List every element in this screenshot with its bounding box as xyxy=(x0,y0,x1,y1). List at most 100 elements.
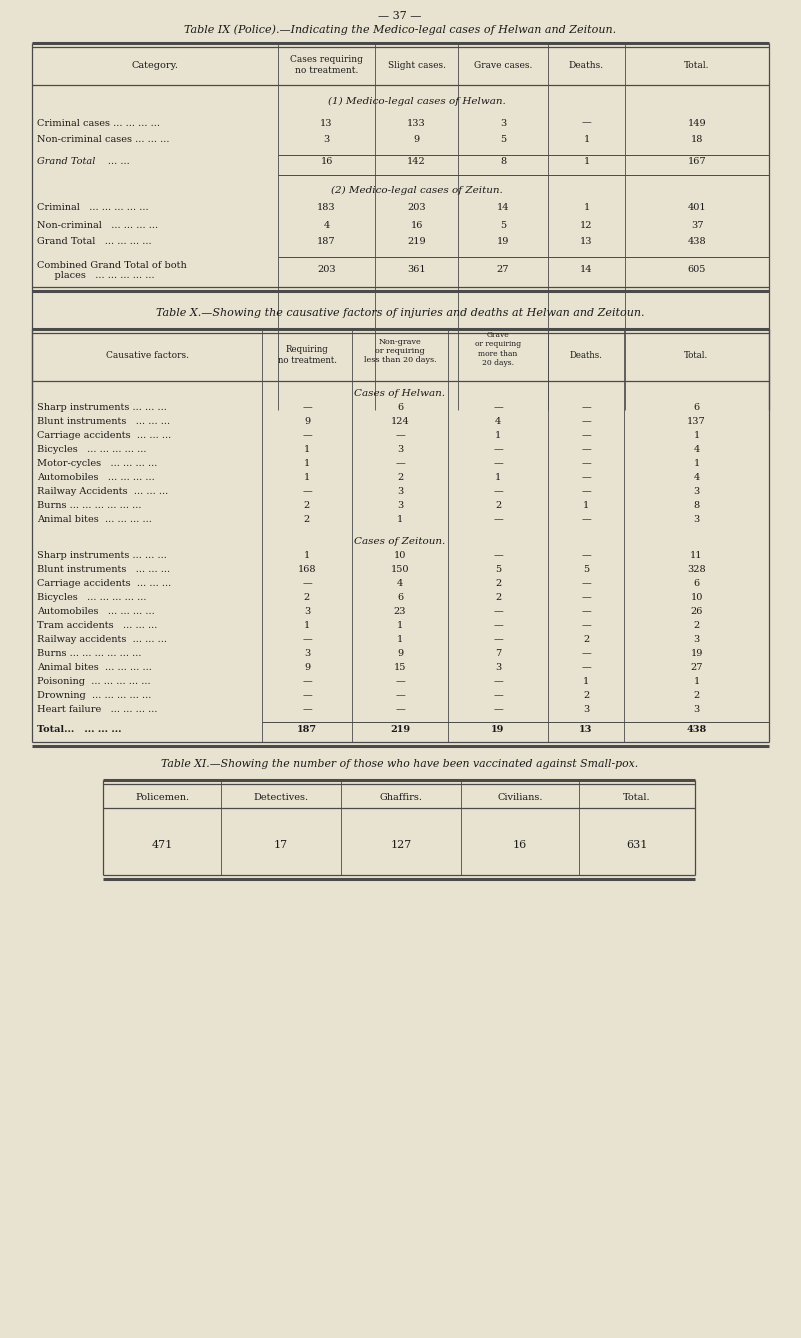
Text: —: — xyxy=(302,487,312,496)
Text: Total.: Total. xyxy=(623,793,650,803)
Text: 3: 3 xyxy=(694,705,699,714)
Text: Grave cases.: Grave cases. xyxy=(474,60,532,70)
Text: Sharp instruments ... ... ...: Sharp instruments ... ... ... xyxy=(37,404,167,412)
Text: 2: 2 xyxy=(495,594,501,602)
Text: Poisoning  ... ... ... ... ...: Poisoning ... ... ... ... ... xyxy=(37,677,151,686)
Text: Non-criminal cases ... ... ...: Non-criminal cases ... ... ... xyxy=(37,135,170,145)
Text: 1: 1 xyxy=(396,621,403,630)
Text: Automobiles   ... ... ... ...: Automobiles ... ... ... ... xyxy=(37,474,155,483)
Text: Cases of Zeitoun.: Cases of Zeitoun. xyxy=(354,538,445,546)
Text: 16: 16 xyxy=(320,158,332,166)
Text: 9: 9 xyxy=(304,664,310,673)
Text: 2: 2 xyxy=(583,636,589,645)
Text: —: — xyxy=(493,459,503,468)
Text: —: — xyxy=(493,446,503,455)
Text: 2: 2 xyxy=(304,502,310,511)
Text: —: — xyxy=(581,474,591,483)
Text: Burns ... ... ... ... ... ...: Burns ... ... ... ... ... ... xyxy=(37,502,142,511)
Text: Grand Total    ... ...: Grand Total ... ... xyxy=(37,158,130,166)
Text: —: — xyxy=(581,621,591,630)
Text: Tram accidents   ... ... ...: Tram accidents ... ... ... xyxy=(37,621,157,630)
Text: Deaths.: Deaths. xyxy=(570,351,602,360)
Text: 203: 203 xyxy=(407,203,426,213)
Text: 3: 3 xyxy=(396,446,403,455)
Text: —: — xyxy=(581,459,591,468)
Text: Table IX (Police).—Indicating the Medico-legal cases of Helwan and Zeitoun.: Table IX (Police).—Indicating the Medico… xyxy=(184,24,616,35)
Text: 137: 137 xyxy=(687,417,706,427)
Text: Burns ... ... ... ... ... ...: Burns ... ... ... ... ... ... xyxy=(37,649,142,658)
Text: —: — xyxy=(581,607,591,617)
Text: Railway Accidents  ... ... ...: Railway Accidents ... ... ... xyxy=(37,487,168,496)
Text: 127: 127 xyxy=(390,840,412,850)
Text: Grave
or requiring
more than
20 days.: Grave or requiring more than 20 days. xyxy=(475,332,521,367)
Text: (2) Medico-legal cases of Zeitun.: (2) Medico-legal cases of Zeitun. xyxy=(331,186,502,194)
Text: 9: 9 xyxy=(413,135,420,145)
Text: 133: 133 xyxy=(407,119,426,127)
Text: 1: 1 xyxy=(495,431,501,440)
Text: 23: 23 xyxy=(394,607,406,617)
Text: 438: 438 xyxy=(688,238,706,246)
Text: 5: 5 xyxy=(500,135,506,145)
Text: 3: 3 xyxy=(304,649,310,658)
Text: Slight cases.: Slight cases. xyxy=(388,60,445,70)
Text: 3: 3 xyxy=(324,135,330,145)
Text: 6: 6 xyxy=(694,579,699,589)
Text: 12: 12 xyxy=(580,221,593,230)
Text: Table XI.—Showing the number of those who have been vaccinated against Small-pox: Table XI.—Showing the number of those wh… xyxy=(161,759,638,769)
Text: — 37 —: — 37 — xyxy=(378,11,421,21)
Text: Blunt instruments   ... ... ...: Blunt instruments ... ... ... xyxy=(37,566,170,574)
Text: 605: 605 xyxy=(688,265,706,274)
Text: Ghaffirs.: Ghaffirs. xyxy=(380,793,422,803)
Text: —: — xyxy=(302,579,312,589)
Text: Animal bites  ... ... ... ...: Animal bites ... ... ... ... xyxy=(37,515,152,524)
Text: 16: 16 xyxy=(513,840,527,850)
Text: —: — xyxy=(302,692,312,701)
Text: —: — xyxy=(493,404,503,412)
Text: 3: 3 xyxy=(304,607,310,617)
Text: 142: 142 xyxy=(407,158,426,166)
Text: 1: 1 xyxy=(694,459,699,468)
Text: 401: 401 xyxy=(688,203,706,213)
Text: Sharp instruments ... ... ...: Sharp instruments ... ... ... xyxy=(37,551,167,561)
Text: Category.: Category. xyxy=(131,60,179,70)
Text: 27: 27 xyxy=(690,664,702,673)
Text: —: — xyxy=(395,705,405,714)
Text: 3: 3 xyxy=(694,636,699,645)
Text: —: — xyxy=(302,404,312,412)
Text: 1: 1 xyxy=(396,636,403,645)
Text: —: — xyxy=(395,677,405,686)
Text: 7: 7 xyxy=(495,649,501,658)
Text: 167: 167 xyxy=(688,158,706,166)
Text: —: — xyxy=(493,677,503,686)
Text: 2: 2 xyxy=(495,579,501,589)
Text: —: — xyxy=(581,664,591,673)
Text: —: — xyxy=(581,417,591,427)
Text: 9: 9 xyxy=(397,649,403,658)
Text: 4: 4 xyxy=(324,221,330,230)
Text: 4: 4 xyxy=(396,579,403,589)
Text: —: — xyxy=(581,404,591,412)
Text: 631: 631 xyxy=(626,840,648,850)
Text: Criminal cases ... ... ... ...: Criminal cases ... ... ... ... xyxy=(37,119,160,127)
Text: 11: 11 xyxy=(690,551,702,561)
Text: 4: 4 xyxy=(495,417,501,427)
Text: 4: 4 xyxy=(694,474,699,483)
Text: —: — xyxy=(581,649,591,658)
Text: Criminal   ... ... ... ... ...: Criminal ... ... ... ... ... xyxy=(37,203,149,213)
Text: 1: 1 xyxy=(583,158,590,166)
Text: —: — xyxy=(581,594,591,602)
Text: 1: 1 xyxy=(583,203,590,213)
Text: Railway accidents  ... ... ...: Railway accidents ... ... ... xyxy=(37,636,167,645)
Text: Motor-cycles   ... ... ... ...: Motor-cycles ... ... ... ... xyxy=(37,459,157,468)
Text: 1: 1 xyxy=(304,621,310,630)
Text: (1) Medico-legal cases of Helwan.: (1) Medico-legal cases of Helwan. xyxy=(328,96,505,106)
Text: 13: 13 xyxy=(580,238,593,246)
Text: 3: 3 xyxy=(694,487,699,496)
Text: —: — xyxy=(493,621,503,630)
Text: 27: 27 xyxy=(497,265,509,274)
Text: Cases requiring
no treatment.: Cases requiring no treatment. xyxy=(290,55,363,75)
Text: Blunt instruments   ... ... ...: Blunt instruments ... ... ... xyxy=(37,417,170,427)
Text: 9: 9 xyxy=(304,417,310,427)
Text: 2: 2 xyxy=(396,474,403,483)
Text: Carriage accidents  ... ... ...: Carriage accidents ... ... ... xyxy=(37,579,171,589)
